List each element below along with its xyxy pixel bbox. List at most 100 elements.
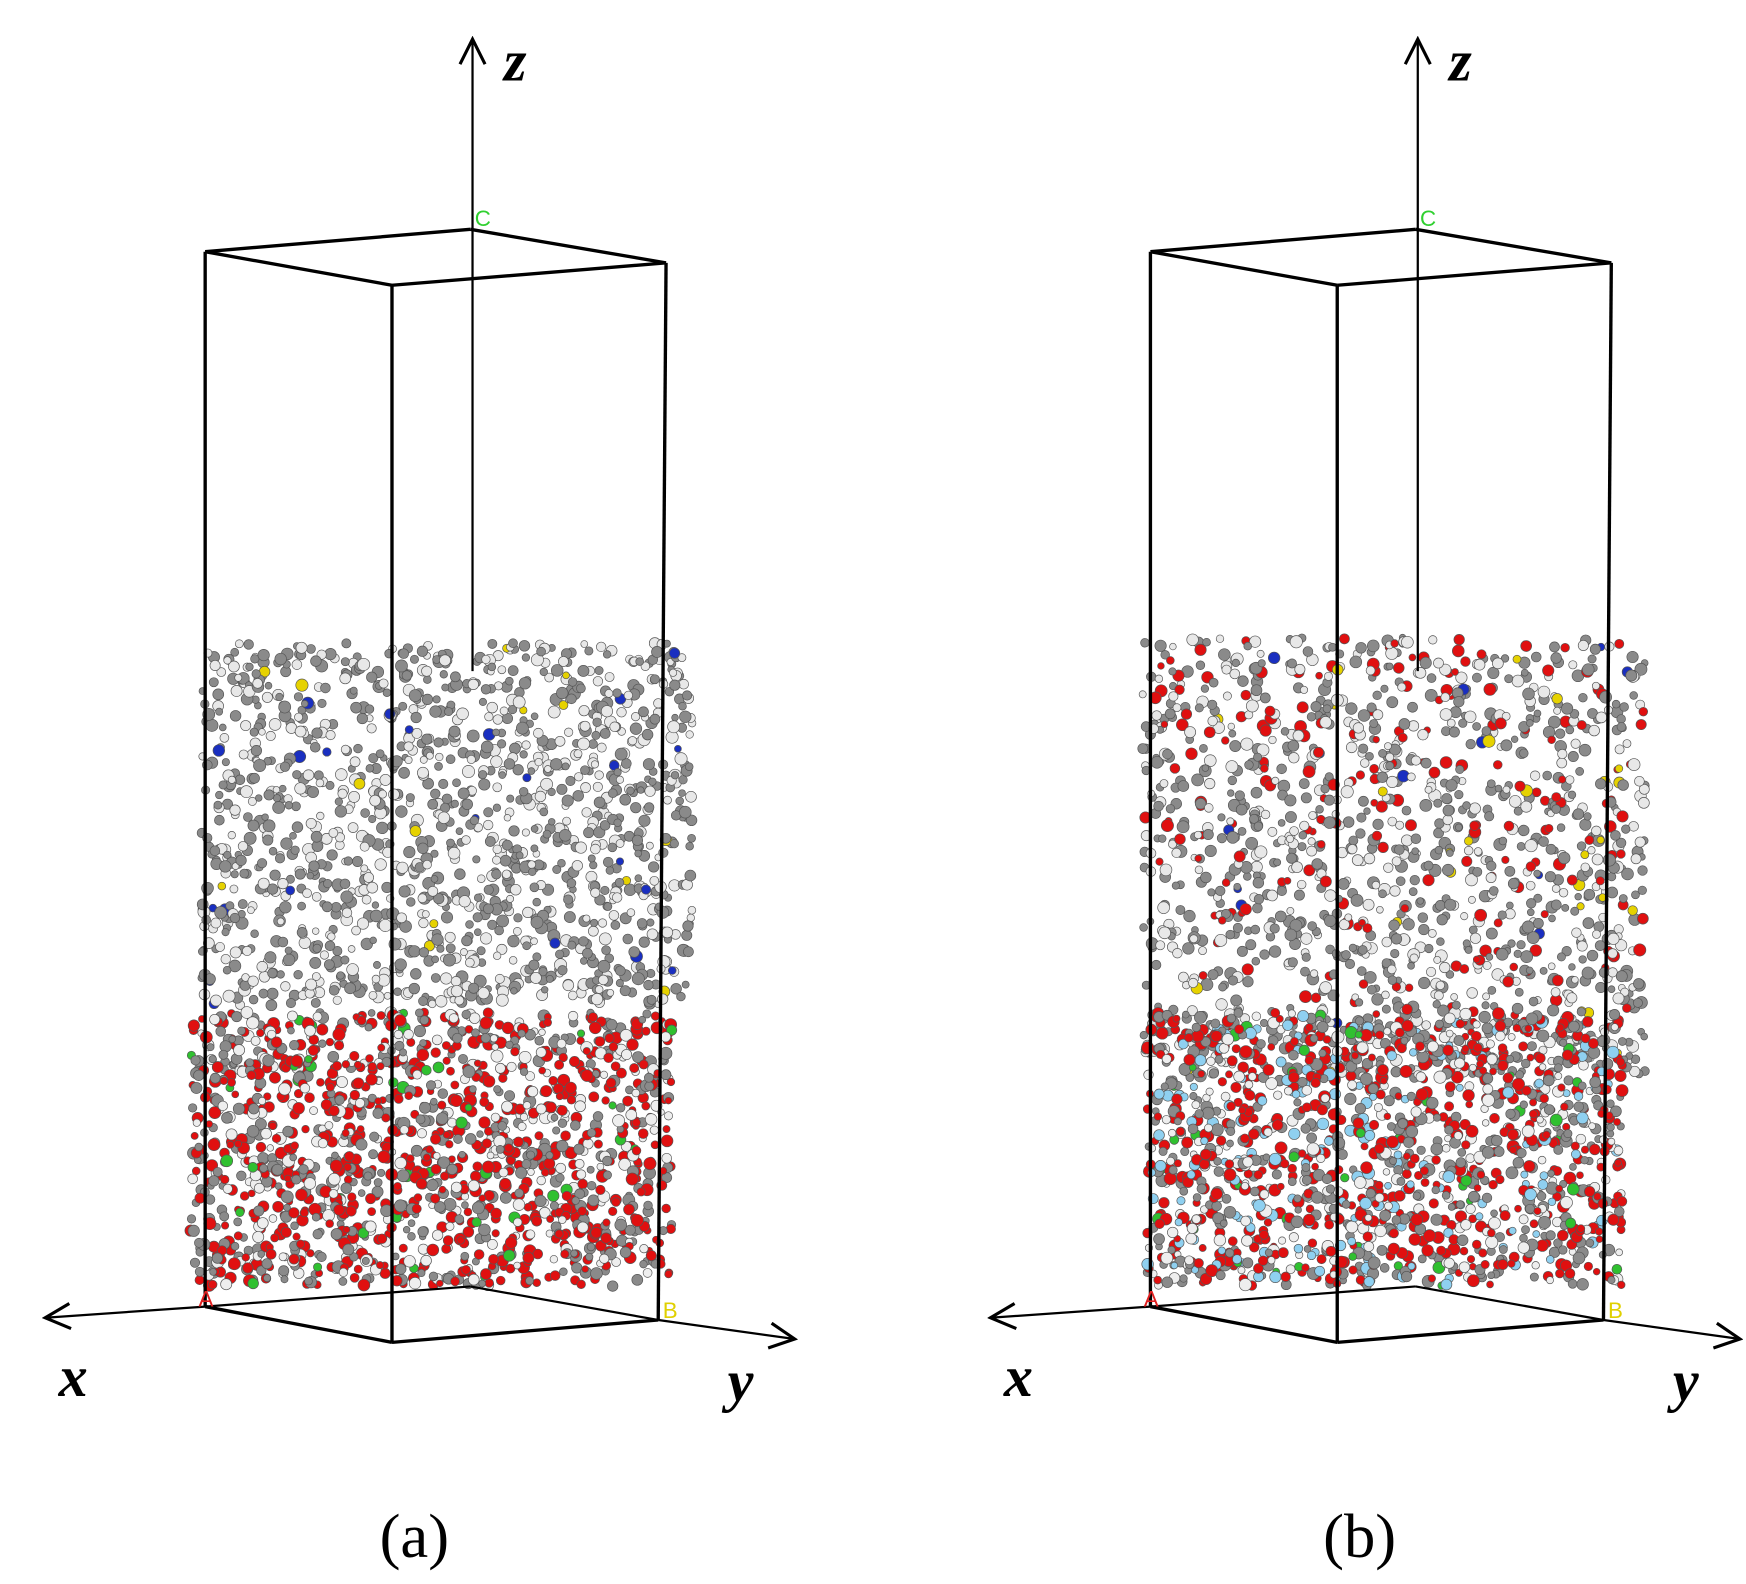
atom bbox=[550, 758, 563, 771]
atom bbox=[538, 1066, 547, 1075]
atom bbox=[552, 1083, 564, 1095]
atom bbox=[342, 1243, 355, 1256]
atom bbox=[565, 775, 576, 786]
atom bbox=[1424, 785, 1433, 794]
atom bbox=[528, 959, 540, 971]
atom bbox=[1176, 820, 1190, 834]
atom bbox=[208, 1175, 220, 1187]
atom bbox=[1288, 1232, 1299, 1243]
atom bbox=[1311, 858, 1323, 870]
atom bbox=[1174, 833, 1186, 845]
atom bbox=[512, 1198, 526, 1211]
atom bbox=[615, 1103, 626, 1113]
atom bbox=[1171, 881, 1180, 890]
atom bbox=[309, 741, 321, 753]
atom bbox=[1288, 1151, 1300, 1163]
atom bbox=[528, 867, 537, 877]
atom bbox=[228, 1035, 237, 1044]
atom bbox=[1300, 932, 1313, 945]
atom bbox=[534, 1131, 544, 1141]
atom bbox=[1411, 847, 1420, 855]
atom bbox=[450, 1276, 460, 1287]
atom bbox=[1400, 904, 1410, 913]
atom bbox=[1571, 927, 1582, 938]
atom bbox=[539, 807, 549, 817]
atom bbox=[586, 1242, 596, 1252]
atom bbox=[376, 821, 389, 835]
atom bbox=[550, 1113, 559, 1122]
atom bbox=[1578, 955, 1587, 964]
atom bbox=[330, 901, 342, 913]
atom bbox=[460, 1251, 470, 1261]
atom bbox=[1215, 998, 1228, 1011]
atom bbox=[499, 1191, 512, 1204]
atom bbox=[315, 778, 325, 788]
atom bbox=[1547, 735, 1556, 745]
atom bbox=[486, 1151, 495, 1160]
atom bbox=[264, 681, 273, 690]
atom bbox=[600, 1232, 612, 1244]
atom bbox=[1372, 735, 1380, 744]
atom bbox=[360, 808, 370, 818]
atom bbox=[1551, 884, 1561, 893]
atom bbox=[219, 733, 230, 743]
atom bbox=[615, 979, 624, 988]
atom bbox=[590, 1267, 603, 1280]
atom bbox=[1288, 752, 1300, 764]
atom bbox=[353, 1264, 363, 1274]
atom bbox=[1379, 1209, 1391, 1222]
atom bbox=[237, 1026, 246, 1036]
atom bbox=[1408, 653, 1417, 662]
atom bbox=[340, 744, 351, 755]
atom bbox=[277, 878, 289, 890]
atom bbox=[1397, 732, 1408, 743]
atom bbox=[1561, 702, 1574, 715]
atom bbox=[299, 1208, 309, 1218]
atom bbox=[336, 1076, 348, 1088]
atom bbox=[602, 1218, 611, 1227]
atom bbox=[1472, 955, 1481, 964]
atom bbox=[432, 695, 441, 704]
atom bbox=[408, 945, 421, 958]
atom bbox=[1555, 728, 1566, 739]
atom bbox=[1383, 862, 1394, 873]
atom bbox=[1235, 803, 1248, 816]
atom bbox=[1626, 650, 1639, 664]
atom bbox=[1616, 849, 1626, 859]
atom bbox=[631, 1117, 641, 1128]
atom bbox=[220, 1154, 234, 1168]
atom bbox=[422, 860, 432, 870]
atom bbox=[1345, 702, 1358, 715]
atom bbox=[495, 1145, 505, 1154]
atom bbox=[678, 775, 688, 785]
atom bbox=[324, 940, 336, 952]
atom bbox=[1184, 726, 1197, 739]
atom bbox=[266, 987, 279, 1000]
atom bbox=[1453, 1035, 1465, 1046]
atom bbox=[589, 861, 598, 870]
atom bbox=[550, 664, 564, 677]
atom bbox=[560, 1249, 570, 1259]
atom bbox=[1518, 824, 1530, 837]
atom bbox=[519, 1067, 529, 1076]
atom bbox=[271, 1133, 282, 1144]
atom bbox=[318, 1039, 327, 1048]
atom bbox=[338, 1277, 348, 1286]
atom bbox=[1570, 738, 1581, 749]
atom bbox=[490, 755, 503, 768]
atom bbox=[529, 971, 542, 984]
atom bbox=[297, 901, 306, 911]
atom bbox=[371, 974, 381, 984]
atom bbox=[419, 1015, 430, 1025]
atom bbox=[1525, 861, 1537, 872]
atom bbox=[306, 644, 316, 654]
atom bbox=[1485, 953, 1494, 961]
atom bbox=[1627, 905, 1638, 916]
atom bbox=[642, 758, 655, 771]
atom bbox=[519, 750, 528, 759]
atom bbox=[393, 1094, 404, 1104]
atom bbox=[582, 1047, 591, 1055]
atom bbox=[1502, 976, 1514, 988]
atom bbox=[1442, 814, 1454, 826]
atom bbox=[1575, 767, 1585, 776]
